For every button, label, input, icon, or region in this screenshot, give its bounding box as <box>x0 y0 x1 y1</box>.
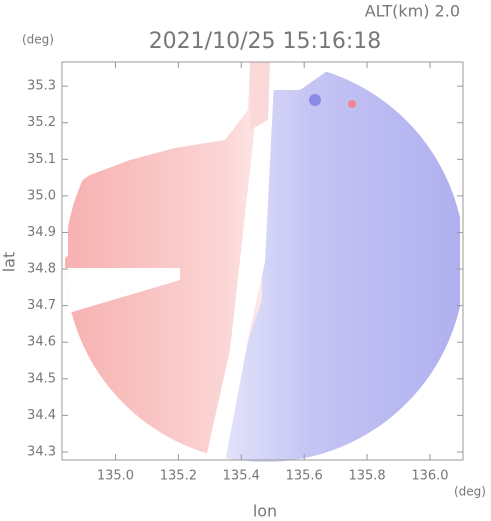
y-tick-label: 34.5 <box>27 371 56 386</box>
y-axis-label: lat <box>0 252 19 273</box>
chart-title: 2021/10/25 15:16:18 <box>149 29 382 54</box>
x-tick-label: 135.6 <box>286 469 323 484</box>
x-unit: (deg) <box>454 485 486 499</box>
x-tick-label: 135.4 <box>223 469 260 484</box>
y-tick-label: 34.3 <box>27 444 56 459</box>
y-tick-label: 34.9 <box>27 225 56 240</box>
y-tick-label: 35.0 <box>27 188 56 203</box>
plot-frame <box>61 61 464 461</box>
x-axis-label: lon <box>253 502 277 521</box>
y-unit: (deg) <box>22 33 54 47</box>
x-tick-label: 135.8 <box>348 469 385 484</box>
y-tick-label: 35.2 <box>27 115 56 130</box>
x-tick-label: 135.0 <box>97 469 134 484</box>
y-tick-label: 34.6 <box>27 335 56 350</box>
y-tick-label: 34.7 <box>27 298 56 313</box>
y-tick-label: 34.8 <box>27 262 56 277</box>
y-tick-label: 35.3 <box>27 79 56 94</box>
x-tick-label: 135.2 <box>160 469 197 484</box>
x-tick-label: 136.0 <box>411 469 448 484</box>
altitude: ALT(km) 2.0 <box>365 2 460 21</box>
y-tick-label: 35.1 <box>27 152 56 167</box>
radar-field <box>65 62 460 462</box>
y-tick-label: 34.4 <box>27 408 56 423</box>
